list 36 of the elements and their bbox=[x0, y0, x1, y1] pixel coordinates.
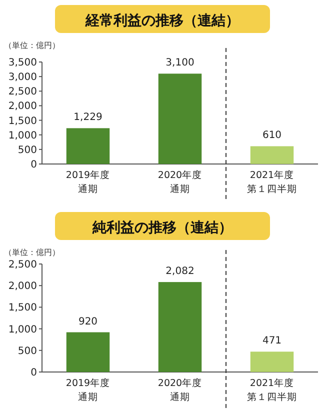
x-tick-label: 2020年度通期 bbox=[158, 169, 202, 195]
chart-title: 経常利益の推移（連結） bbox=[84, 13, 240, 29]
x-tick-label: 2019年度通期 bbox=[66, 169, 110, 195]
y-tick-label: 1,500 bbox=[8, 302, 37, 314]
bar bbox=[250, 146, 294, 164]
x-tick-label: 2021年度第１四半期 bbox=[247, 377, 297, 403]
data-label: 3,100 bbox=[166, 58, 194, 69]
y-tick-label: 1,000 bbox=[8, 324, 37, 336]
bar bbox=[158, 282, 202, 372]
y-tick-label: 500 bbox=[18, 346, 37, 357]
y-tick-label: 1,000 bbox=[8, 130, 37, 142]
x-tick-label: 2020年度通期 bbox=[158, 377, 202, 403]
data-label: 610 bbox=[262, 130, 282, 142]
bar bbox=[66, 128, 110, 164]
text: （単位：億円） bbox=[4, 41, 60, 50]
y-tick-label: 500 bbox=[18, 144, 37, 156]
y-tick-label: 0 bbox=[30, 160, 37, 170]
bar bbox=[250, 352, 294, 372]
x-tick-label: 2021年度第１四半期 bbox=[247, 169, 297, 195]
x-tick-label: 2019年度通期 bbox=[66, 377, 110, 403]
y-tick-label: 0 bbox=[30, 368, 37, 378]
y-tick-label: 2,500 bbox=[8, 86, 37, 98]
y-tick-label: 3,000 bbox=[8, 72, 37, 84]
data-label: 2,082 bbox=[166, 266, 194, 278]
bar bbox=[158, 74, 202, 164]
bar bbox=[66, 332, 110, 372]
data-label: 920 bbox=[78, 316, 98, 328]
text: （単位：億円） bbox=[4, 248, 60, 257]
data-label: 471 bbox=[262, 336, 282, 347]
y-tick-label: 3,500 bbox=[8, 58, 37, 68]
y-tick-label: 2,500 bbox=[8, 260, 37, 270]
y-tick-label: 2,000 bbox=[8, 101, 37, 112]
y-tick-label: 1,500 bbox=[8, 116, 37, 127]
data-label: 1,229 bbox=[74, 112, 102, 124]
chart-title: 純利益の推移（連結） bbox=[92, 220, 232, 236]
y-tick-label: 2,000 bbox=[8, 281, 37, 292]
